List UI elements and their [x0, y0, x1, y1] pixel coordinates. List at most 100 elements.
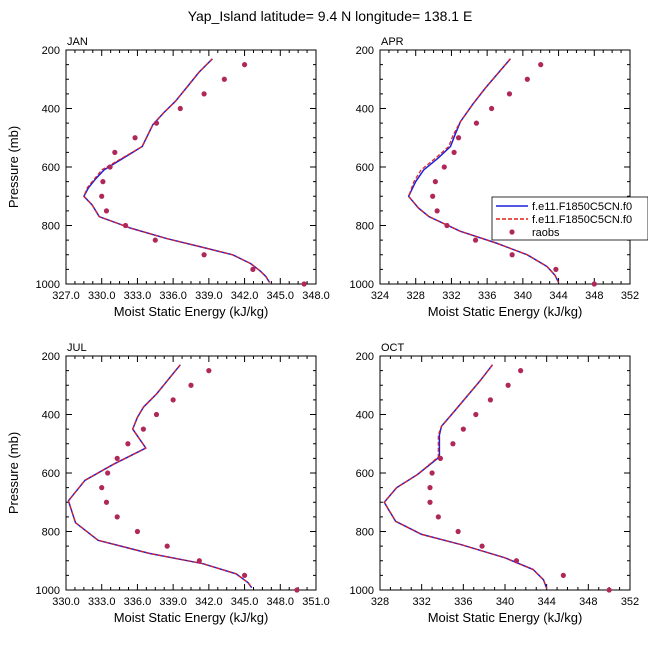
- raobs-point: [301, 281, 307, 287]
- y-tick-label: 800: [356, 527, 374, 539]
- x-tick-label: 328: [407, 290, 425, 302]
- y-tick-label: 400: [42, 104, 60, 116]
- raobs-point: [427, 499, 433, 505]
- raobs-point: [201, 252, 207, 258]
- x-axis-label: Moist Static Energy (kJ/kg): [114, 610, 269, 625]
- raobs-point: [460, 426, 466, 432]
- x-tick-label: 348: [579, 596, 597, 608]
- plot-frame: [379, 49, 631, 285]
- y-tick-label: 600: [42, 468, 60, 480]
- panel-oct: 328 332 336 340 344 348 352 200 400 600 800 1000 OCT…: [350, 342, 640, 625]
- raobs-point: [455, 135, 462, 141]
- plot-frame: [65, 355, 317, 591]
- panel-apr: 324 328 332 336 340 344 348 352 200 400 600 800 1000…: [350, 36, 640, 319]
- y-tick-label: 400: [356, 410, 374, 422]
- x-tick-label: 351.0: [302, 596, 330, 608]
- panel-label: APR: [381, 36, 404, 48]
- raobs-point: [479, 543, 485, 549]
- y-tick-label: 800: [42, 221, 60, 233]
- y-tick-label: 1000: [36, 279, 60, 291]
- raobs-point: [122, 222, 129, 229]
- raobs-point: [487, 397, 494, 403]
- x-tick-label: 344: [549, 290, 567, 302]
- y-tick-label: 400: [356, 104, 374, 116]
- model-series-dashed-line: [67, 364, 253, 589]
- legend-entry-label: f.e11.F1850C5CN.f0: [532, 214, 632, 226]
- raobs-point: [125, 441, 131, 447]
- raobs-point: [434, 208, 440, 214]
- raobs-point: [441, 164, 447, 170]
- model-series-solid-line: [407, 58, 560, 283]
- model-series-dashed-line: [383, 364, 548, 589]
- legend-entry-label: f.e11.F1850C5CN.f0: [532, 201, 632, 213]
- y-tick-label: 1000: [350, 585, 374, 597]
- raobs-point: [134, 528, 141, 535]
- raobs-point: [509, 252, 515, 258]
- x-tick-label: 345.0: [231, 596, 259, 608]
- raobs-point: [560, 572, 566, 578]
- raobs-point: [489, 105, 495, 112]
- x-tick-label: 330.0: [88, 290, 116, 302]
- plot-area: [67, 364, 253, 589]
- raobs-point: [188, 382, 194, 388]
- raobs-point: [429, 470, 435, 476]
- plot-frame: [65, 49, 317, 285]
- raobs-point: [435, 514, 441, 520]
- raobs-point: [427, 485, 433, 491]
- legend: f.e11.F1850C5CN.f0f.e11.F1850C5CN.f0raob…: [491, 196, 648, 241]
- raobs-point: [538, 62, 544, 68]
- raobs-point: [250, 266, 256, 272]
- x-tick-label: 345.0: [267, 290, 295, 302]
- panel-label: JAN: [67, 36, 88, 48]
- raobs-point: [473, 120, 480, 126]
- plot-area: [383, 364, 548, 589]
- plot-area: [83, 58, 271, 283]
- legend-entry-label: raobs: [532, 227, 560, 239]
- panel-label: JUL: [67, 342, 87, 354]
- x-tick-label: 332: [412, 596, 430, 608]
- x-tick-label: 332: [442, 290, 460, 302]
- raobs-point: [164, 543, 170, 549]
- raobs-point: [196, 558, 202, 564]
- y-axis-label: Pressure (mb): [6, 432, 21, 514]
- raobs-point: [513, 558, 520, 564]
- x-tick-label: 348: [585, 290, 603, 302]
- raobs-point: [132, 135, 138, 141]
- raobs-point: [455, 528, 461, 535]
- y-tick-label: 600: [356, 162, 374, 174]
- y-tick-label: 200: [42, 351, 60, 363]
- x-axis-label: Moist Static Energy (kJ/kg): [428, 304, 583, 319]
- y-tick-label: 200: [356, 45, 374, 57]
- figure-title: Yap_Island latitude= 9.4 N longitude= 13…: [188, 8, 473, 24]
- x-tick-label: 339.0: [159, 596, 187, 608]
- y-tick-label: 200: [42, 45, 60, 57]
- raobs-point: [221, 76, 227, 82]
- legend-marker: [509, 229, 515, 235]
- raobs-point: [591, 281, 597, 287]
- x-axis-label: Moist Static Energy (kJ/kg): [114, 304, 269, 319]
- x-tick-label: 336.0: [124, 596, 152, 608]
- raobs-point: [177, 105, 183, 112]
- raobs-point: [103, 208, 110, 214]
- raobs-point: [241, 572, 248, 578]
- raobs-point: [152, 237, 158, 243]
- raobs-point: [451, 149, 457, 155]
- raobs-point: [103, 499, 110, 505]
- y-tick-label: 200: [356, 351, 374, 363]
- model-series-dashed-line: [408, 58, 560, 283]
- x-tick-label: 333.0: [88, 596, 116, 608]
- x-tick-label: 336: [478, 290, 496, 302]
- raobs-point: [606, 587, 612, 593]
- raobs-point: [201, 91, 207, 97]
- y-tick-label: 1000: [36, 585, 60, 597]
- x-tick-label: 336.0: [159, 290, 187, 302]
- y-tick-label: 800: [42, 527, 60, 539]
- raobs-point: [473, 411, 479, 418]
- raobs-point: [437, 455, 444, 461]
- x-tick-label: 340: [496, 596, 514, 608]
- x-tick-label: 348.0: [267, 596, 295, 608]
- model-series-solid-line: [83, 58, 271, 283]
- plot-frame: [379, 355, 631, 591]
- panel-label: OCT: [381, 342, 405, 354]
- raobs-point: [140, 426, 146, 432]
